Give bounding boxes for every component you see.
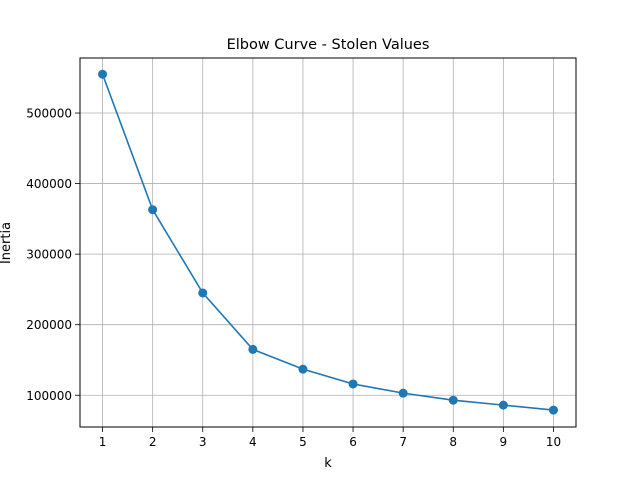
series-line bbox=[101, 73, 554, 411]
series-layer bbox=[98, 69, 558, 415]
y-axis-ticks: 100000 200000 300000 400000 500000 bbox=[26, 107, 80, 403]
x-tick-label: 5 bbox=[299, 435, 307, 449]
x-tick-label: 1 bbox=[99, 435, 107, 449]
data-point bbox=[248, 344, 258, 354]
y-tick-label: 100000 bbox=[26, 389, 72, 403]
data-point bbox=[548, 405, 558, 415]
y-tick-label: 400000 bbox=[26, 177, 72, 191]
x-tick-label: 10 bbox=[546, 435, 561, 449]
x-tick-label: 9 bbox=[500, 435, 508, 449]
x-tick-label: 2 bbox=[149, 435, 157, 449]
y-axis-label: Inertia bbox=[0, 222, 14, 264]
x-tick-label: 7 bbox=[399, 435, 407, 449]
data-point bbox=[298, 364, 308, 374]
data-point bbox=[448, 395, 458, 405]
data-point bbox=[348, 379, 358, 389]
x-tick-label: 6 bbox=[349, 435, 357, 449]
plot-frame bbox=[79, 57, 577, 428]
x-axis-label: k bbox=[324, 456, 332, 471]
x-tick-label: 8 bbox=[449, 435, 457, 449]
x-tick-label: 3 bbox=[199, 435, 207, 449]
x-tick-label: 4 bbox=[249, 435, 257, 449]
x-axis-ticks: 1 2 3 4 5 6 7 8 9 10 bbox=[99, 427, 561, 449]
data-point bbox=[148, 205, 158, 215]
data-point bbox=[198, 288, 208, 298]
y-tick-label: 500000 bbox=[26, 107, 72, 121]
data-point bbox=[398, 388, 408, 398]
y-tick-label: 300000 bbox=[26, 248, 72, 262]
y-tick-label: 200000 bbox=[26, 318, 72, 332]
data-point bbox=[98, 69, 108, 79]
chart-title: Elbow Curve - Stolen Values bbox=[227, 37, 430, 53]
grid-lines bbox=[80, 58, 576, 427]
data-point bbox=[498, 400, 508, 410]
